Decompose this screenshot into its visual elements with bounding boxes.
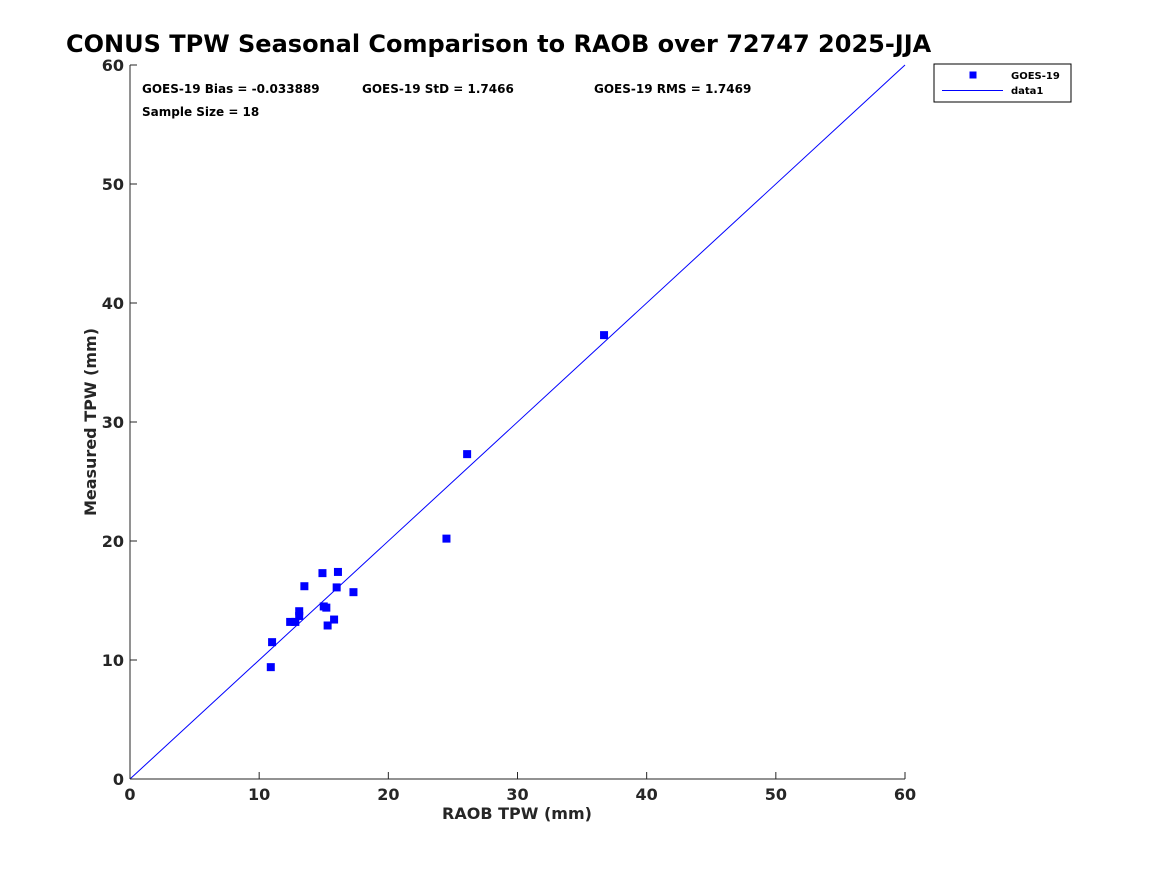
data-point [442,534,451,543]
y-tick-label: 40 [102,294,124,313]
scatter-points-layer [266,331,609,672]
x-axis-label: RAOB TPW (mm) [442,804,592,823]
identity-line-layer [129,64,906,780]
data-point [266,663,275,672]
series-line-data1 [129,64,906,780]
y-tick-label: 20 [102,532,124,551]
data-point [300,582,309,591]
data-point [332,583,341,592]
data-point [349,588,358,597]
legend: GOES-19 data1 [933,63,1072,103]
data-point [333,567,342,576]
data-point [295,607,304,616]
data-point [323,621,332,630]
x-tick-label: 0 [124,785,135,804]
y-axis-ticks: 0 10 20 30 40 50 60 [102,56,137,789]
rms-annotation: GOES-19 RMS = 1.7469 [594,82,751,96]
y-tick-label: 60 [102,56,124,75]
legend-box [933,63,1072,103]
data-point [268,638,277,647]
x-tick-label: 10 [248,785,270,804]
data-point [330,615,339,624]
y-tick-label: 30 [102,413,124,432]
data-point [286,617,295,626]
data-point [600,331,609,340]
x-tick-label: 60 [894,785,916,804]
y-axis-label: Measured TPW (mm) [81,328,100,516]
x-tick-label: 40 [636,785,658,804]
legend-marker-goes19 [969,71,977,79]
data-point [295,611,304,620]
y-tick-label: 0 [113,770,124,789]
legend-label-goes19: GOES-19 [1011,71,1060,82]
data-point [318,569,327,578]
sample-size-annotation: Sample Size = 18 [142,105,259,119]
data-point [463,450,472,459]
data-point [322,603,331,612]
x-tick-label: 50 [765,785,787,804]
x-tick-label: 30 [506,785,528,804]
x-axis-ticks: 0 10 20 30 40 50 60 [124,772,916,804]
chart-title: CONUS TPW Seasonal Comparison to RAOB ov… [66,30,932,58]
y-tick-label: 50 [102,175,124,194]
data-point [291,617,300,626]
legend-label-data1: data1 [1011,86,1043,97]
x-tick-label: 20 [377,785,399,804]
bias-annotation: GOES-19 Bias = -0.033889 [142,82,320,96]
y-tick-label: 10 [102,651,124,670]
std-annotation: GOES-19 StD = 1.7466 [362,82,514,96]
